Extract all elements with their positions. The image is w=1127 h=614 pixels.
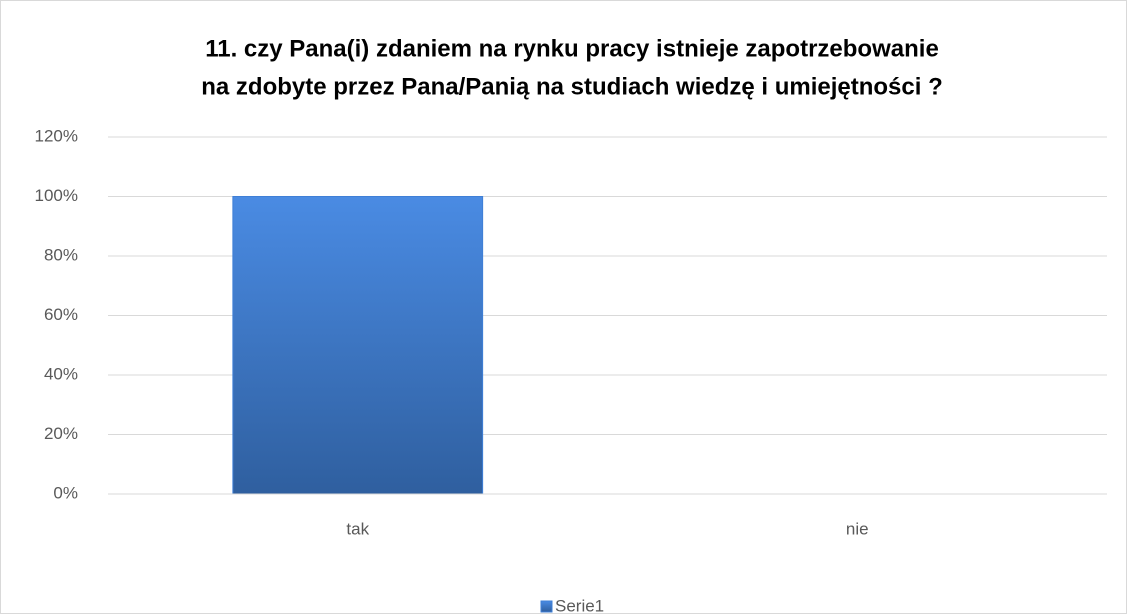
- y-tick-label: 40%: [44, 364, 78, 383]
- legend-label: Serie1: [555, 596, 604, 614]
- legend-swatch: [540, 600, 553, 613]
- y-tick-label: 20%: [44, 424, 78, 443]
- chart-title: na zdobyte przez Pana/Panią na studiach …: [201, 73, 943, 100]
- chart-title: 11. czy Pana(i) zdaniem na rynku pracy i…: [205, 35, 939, 62]
- x-tick-label: tak: [346, 519, 369, 538]
- x-tick-label: nie: [846, 519, 869, 538]
- y-tick-label: 120%: [35, 126, 78, 145]
- y-tick-label: 80%: [44, 245, 78, 264]
- bar: [232, 196, 484, 495]
- y-tick-label: 60%: [44, 305, 78, 324]
- y-tick-label: 0%: [53, 483, 78, 502]
- y-tick-label: 100%: [35, 186, 78, 205]
